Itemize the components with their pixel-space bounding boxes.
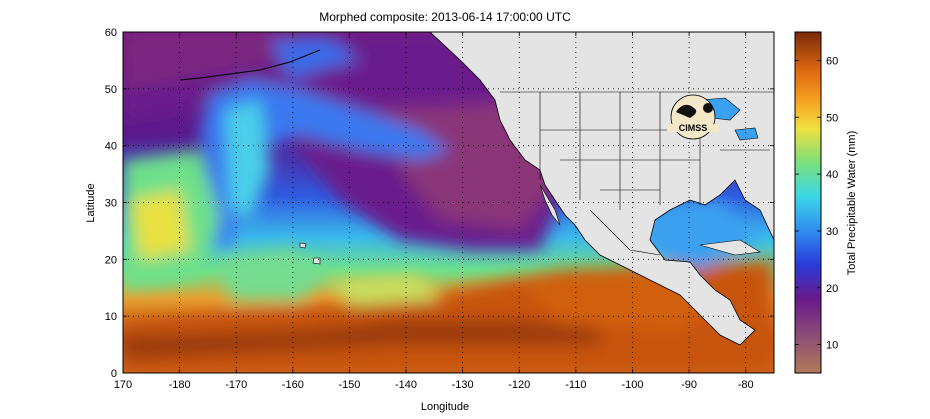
figure-title: Morphed composite: 2013-06-14 17:00:00 U…: [319, 10, 571, 24]
y-tick-label: 50: [105, 84, 117, 96]
y-tick-label: 30: [105, 198, 117, 210]
x-tick-label: -170: [225, 379, 247, 391]
colorbar-tick-label: 10: [826, 340, 838, 352]
x-axis-ticks: 170 -180 -170 -160 -150 -140 -130 -120 -110 -100 -…: [114, 32, 754, 391]
x-axis-label: Longitude: [421, 401, 469, 413]
graticule: [123, 32, 774, 373]
x-tick-label: -90: [681, 379, 697, 391]
colorbar: [794, 31, 822, 374]
colorbar-label: Total Precipitable Water (mm): [846, 131, 858, 275]
x-tick-label: 170: [114, 379, 132, 391]
colorbar-ticks: 10 20 30 40 50 60: [795, 55, 838, 352]
colorbar-tick-label: 50: [826, 112, 838, 124]
colorbar-tick-label: 60: [826, 55, 838, 67]
x-tick-label: -150: [338, 379, 360, 391]
tpw-field: [123, 32, 774, 373]
x-tick-label: -180: [169, 379, 191, 391]
x-tick-label: -160: [282, 379, 304, 391]
y-tick-label: 10: [105, 311, 117, 323]
x-tick-label: -100: [621, 379, 643, 391]
y-axis-ticks: 0 10 20 30 40 50 60: [105, 27, 774, 380]
x-tick-label: -80: [738, 379, 754, 391]
colorbar-tick-label: 20: [826, 283, 838, 295]
y-tick-label: 40: [105, 141, 117, 153]
colorbar-tick-label: 40: [826, 169, 838, 181]
x-tick-label: -140: [395, 379, 417, 391]
x-tick-label: -120: [508, 379, 530, 391]
y-tick-label: 60: [105, 27, 117, 39]
y-tick-label: 0: [111, 368, 117, 380]
y-tick-label: 20: [105, 254, 117, 266]
x-tick-label: -130: [452, 379, 474, 391]
cimss-logo-text: CIMSS: [679, 123, 708, 133]
y-axis-label: Latitude: [85, 183, 97, 222]
colorbar-tick-label: 30: [826, 226, 838, 238]
x-tick-label: -110: [565, 379, 586, 391]
cimss-logo: CIMSS: [667, 94, 719, 140]
